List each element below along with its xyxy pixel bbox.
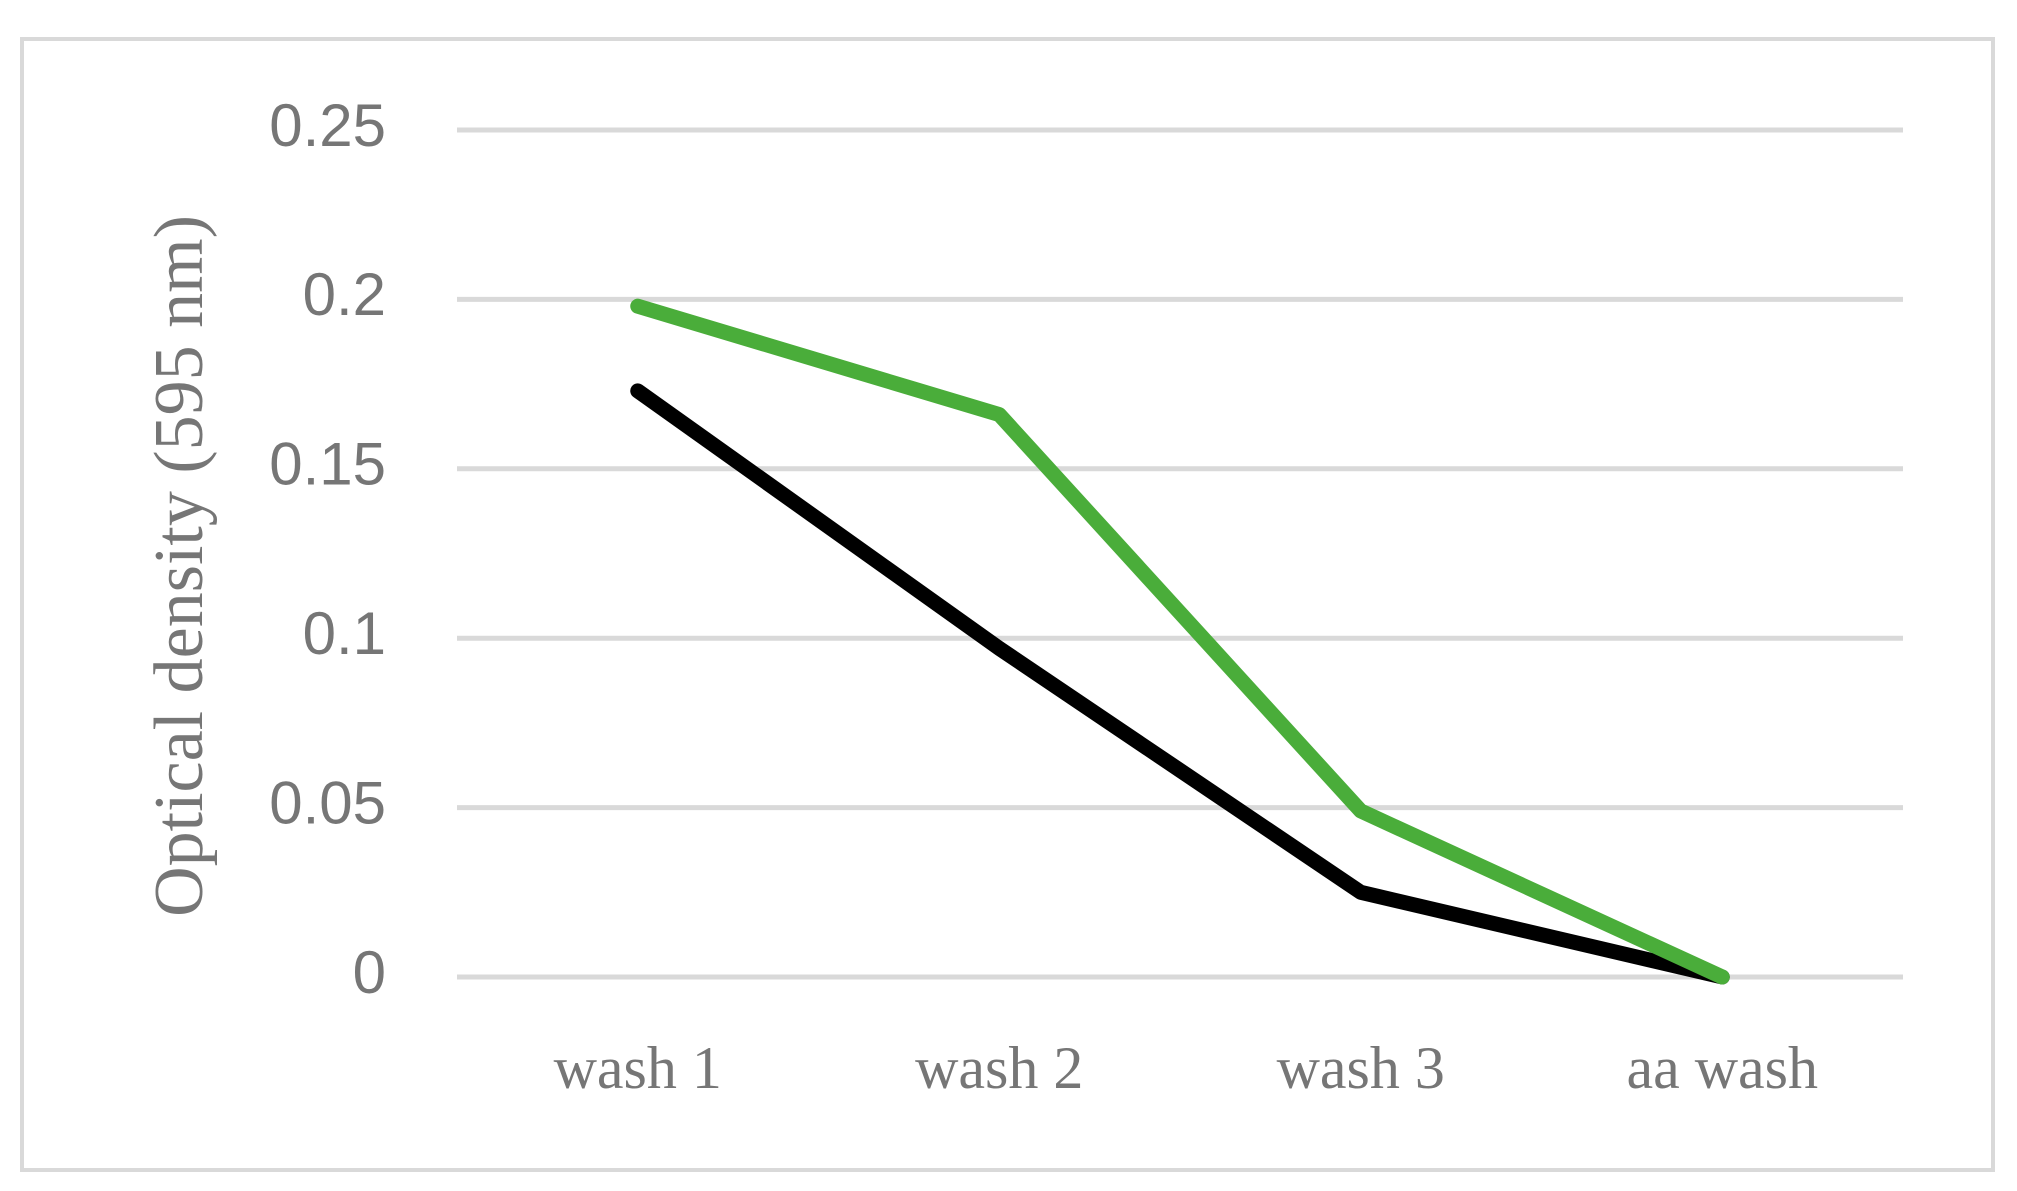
x-tick-label: wash 3 bbox=[1277, 1035, 1445, 1101]
x-tick-label: wash 2 bbox=[915, 1035, 1083, 1101]
y-tick-label: 0.05 bbox=[269, 769, 386, 836]
chart-border bbox=[20, 37, 1995, 1172]
y-tick-label: 0.1 bbox=[303, 600, 386, 667]
y-tick-label: 0.25 bbox=[269, 92, 386, 159]
x-tick-label: wash 1 bbox=[554, 1035, 722, 1101]
y-tick-label: 0.15 bbox=[269, 431, 386, 498]
x-tick-label: aa wash bbox=[1626, 1035, 1818, 1101]
data-line bbox=[630, 298, 1730, 985]
y-tick-label: 0 bbox=[353, 939, 386, 1006]
data-line bbox=[630, 383, 1730, 985]
y-axis-label: Optical density (595 nm) bbox=[141, 215, 218, 917]
y-tick-label: 0.2 bbox=[303, 261, 386, 328]
